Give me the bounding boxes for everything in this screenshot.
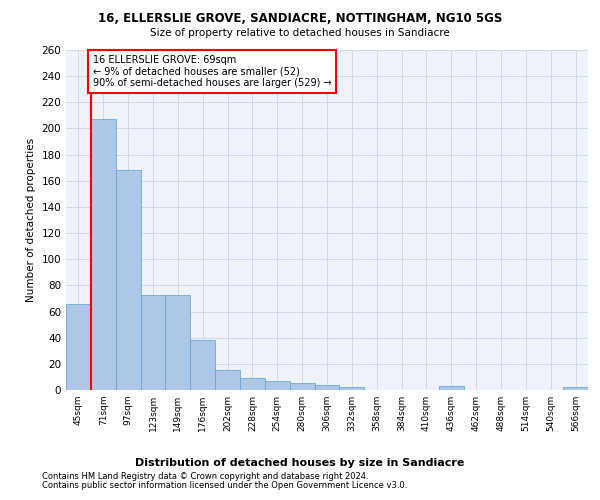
Bar: [91, 120, 116, 390]
Bar: [215, 370, 240, 390]
Text: 16, ELLERSLIE GROVE, SANDIACRE, NOTTINGHAM, NG10 5GS: 16, ELLERSLIE GROVE, SANDIACRE, NOTTINGH…: [98, 12, 502, 26]
Bar: [240, 378, 265, 390]
Bar: [290, 384, 314, 390]
Bar: [66, 304, 91, 390]
Text: Distribution of detached houses by size in Sandiacre: Distribution of detached houses by size …: [136, 458, 464, 468]
Bar: [563, 388, 588, 390]
Bar: [116, 170, 140, 390]
Bar: [439, 386, 464, 390]
Bar: [140, 294, 166, 390]
Text: Size of property relative to detached houses in Sandiacre: Size of property relative to detached ho…: [150, 28, 450, 38]
Bar: [265, 381, 290, 390]
Bar: [190, 340, 215, 390]
Text: Contains public sector information licensed under the Open Government Licence v3: Contains public sector information licen…: [42, 481, 407, 490]
Y-axis label: Number of detached properties: Number of detached properties: [26, 138, 36, 302]
Text: 16 ELLERSLIE GROVE: 69sqm
← 9% of detached houses are smaller (52)
90% of semi-d: 16 ELLERSLIE GROVE: 69sqm ← 9% of detach…: [93, 55, 331, 88]
Text: Contains HM Land Registry data © Crown copyright and database right 2024.: Contains HM Land Registry data © Crown c…: [42, 472, 368, 481]
Bar: [166, 294, 190, 390]
Bar: [340, 388, 364, 390]
Bar: [314, 385, 340, 390]
